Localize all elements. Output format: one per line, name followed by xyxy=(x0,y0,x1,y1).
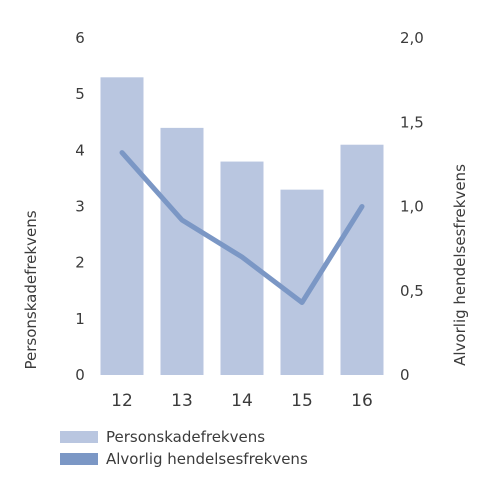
right-tick-label: 1,0 xyxy=(400,198,424,216)
left-tick-label: 1 xyxy=(75,310,85,328)
left-tick-label: 0 xyxy=(75,366,85,384)
right-tick-label: 0 xyxy=(400,366,410,384)
left-tick-label: 3 xyxy=(75,198,85,216)
right-tick-label: 0,5 xyxy=(400,282,424,300)
left-tick-label: 6 xyxy=(75,29,85,47)
bar-16 xyxy=(340,144,384,375)
legend-swatch-bars xyxy=(60,431,98,443)
right-tick-label: 1,5 xyxy=(400,113,424,131)
bar-13 xyxy=(160,127,204,375)
x-tick-label: 16 xyxy=(351,391,373,411)
bar-12 xyxy=(100,77,144,376)
left-axis-ticks: 0 1 2 3 4 5 6 xyxy=(75,29,85,384)
legend: Personskadefrekvens Alvorlig hendelsesfr… xyxy=(60,426,308,470)
x-tick-label: 12 xyxy=(111,391,133,411)
bar-series xyxy=(100,77,384,376)
legend-item-bars: Personskadefrekvens xyxy=(60,426,308,448)
left-tick-label: 2 xyxy=(75,254,85,272)
x-axis-ticks: 12 13 14 15 16 xyxy=(111,391,373,411)
x-tick-label: 15 xyxy=(291,391,313,411)
right-tick-label: 2,0 xyxy=(400,29,424,47)
legend-swatch-line xyxy=(60,453,98,465)
x-tick-label: 14 xyxy=(231,391,253,411)
left-tick-label: 5 xyxy=(75,85,85,103)
left-tick-label: 4 xyxy=(75,141,85,159)
x-tick-label: 13 xyxy=(171,391,193,411)
left-axis-title: Personskadefrekvens xyxy=(22,210,40,369)
legend-label-bars: Personskadefrekvens xyxy=(106,428,266,446)
right-axis-ticks: 0 0,5 1,0 1,5 2,0 xyxy=(400,29,424,384)
right-axis-title: Alvorlig hendelsesfrekvens xyxy=(451,164,469,366)
legend-label-line: Alvorlig hendelsesfrekvens xyxy=(106,450,308,468)
line-series xyxy=(119,150,365,306)
legend-item-line: Alvorlig hendelsesfrekvens xyxy=(60,448,308,470)
